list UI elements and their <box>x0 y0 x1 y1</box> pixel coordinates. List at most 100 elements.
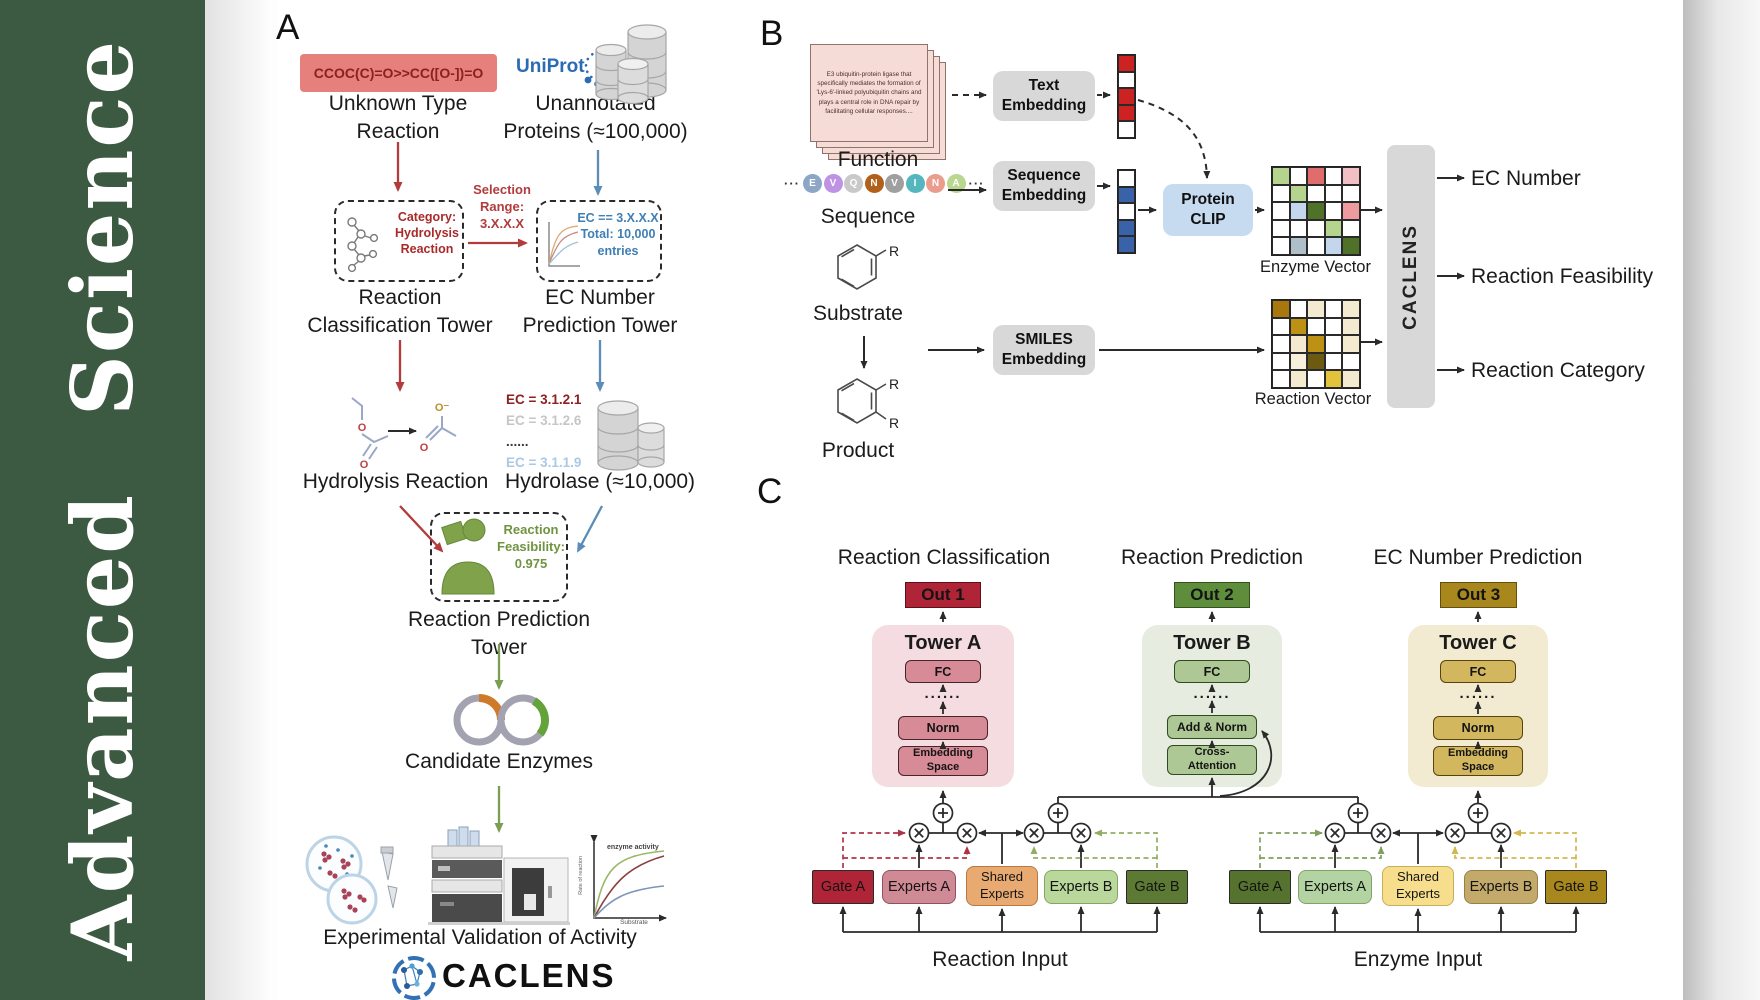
hydrolase-label: Hydrolase (≈10,000) <box>504 470 696 493</box>
multiply-node <box>1444 822 1466 844</box>
out2-box: Out 2 <box>1174 582 1250 608</box>
hydrolysis-reaction-label: Hydrolysis Reaction <box>302 470 489 493</box>
enzyme-shared-experts-box: Shared Experts <box>1382 866 1454 906</box>
hplc-instrument-icon <box>428 826 570 925</box>
ec-item-1: EC = 3.1.2.1 <box>506 392 582 407</box>
tower-a-fc: FC <box>905 660 981 683</box>
residue-circle: I <box>905 174 925 193</box>
substrate-molecule-icon <box>837 244 887 290</box>
residue-circle: N <box>864 174 884 193</box>
tower-a-norm: Norm <box>898 716 988 740</box>
tower-c-fc: FC <box>1440 660 1516 683</box>
panel-c-label: C <box>757 472 783 511</box>
function-card-text: E3 ubiquitin-protein ligase that specifi… <box>816 71 922 115</box>
panel-b-label: B <box>760 14 784 53</box>
uniprot-dotted-circle-icon <box>584 50 616 87</box>
tower-a-label: Tower A <box>904 632 982 654</box>
enzyme-gate-a-box: Gate A <box>1229 870 1291 904</box>
product-label: Product <box>821 439 895 462</box>
activity-graph-xlabel: Substrate <box>620 919 648 926</box>
smiles-reaction-box: CCOC(C)=O>>CC([O-])=O <box>300 54 497 92</box>
caclens-bar-label: CACLENS <box>1399 223 1421 330</box>
hydrolase-database-icon <box>597 400 665 471</box>
svg-text:O⁻: O⁻ <box>435 402 450 414</box>
smiles-embedding-box: SMILES Embedding <box>993 325 1095 375</box>
col-title-reaction-classification: Reaction Classification <box>837 546 1051 569</box>
selection-range-label: Selection Range: 3.X.X.X <box>473 182 531 231</box>
residue-circle: V <box>823 174 843 193</box>
product-r1-label: R <box>889 376 899 392</box>
ec-candidate-list: EC = 3.1.2.1 EC = 3.1.2.6 ...... EC = 3.… <box>506 390 581 474</box>
petri-dish-icon <box>305 835 398 925</box>
caclens-logo-icon <box>392 956 436 1000</box>
category-hydrolysis-label: Category: Hydrolysis Reaction <box>395 210 459 256</box>
activity-graph-icon <box>590 835 667 922</box>
substrate-label: Substrate <box>813 302 903 325</box>
sum-node <box>1047 802 1069 824</box>
enzyme-vector-label: Enzyme Vector <box>1260 258 1371 276</box>
ec-number-prediction-tower-label: EC Number Prediction Tower <box>522 286 678 337</box>
tower-c-norm: Norm <box>1433 716 1523 740</box>
activity-graph-ylabel: Rate of reaction <box>578 856 584 895</box>
enzyme-gate-b-box: Gate B <box>1545 870 1607 904</box>
sequence-embedding-box: Sequence Embedding <box>993 161 1095 211</box>
multiply-node <box>1023 822 1045 844</box>
gate-dashed-lines <box>842 829 1577 868</box>
reaction-classification-dashed-box <box>334 200 464 282</box>
substrate-r-label: R <box>889 243 899 259</box>
reaction-shared-experts-box: Shared Experts <box>966 866 1038 906</box>
reaction-vector-matrix <box>1271 299 1361 389</box>
multiply-node <box>1370 822 1392 844</box>
uniprot-logo-text: UniProt <box>516 56 585 77</box>
reaction-experts-a-box: Experts A <box>882 870 956 904</box>
sum-node <box>932 802 954 824</box>
tower-a-dots: ...... <box>924 685 962 702</box>
tower-c-embedding-space: Embedding Space <box>1433 746 1523 776</box>
acetate-molecule-icon: O⁻ O <box>420 402 457 454</box>
text-embedding-box: Text Embedding <box>993 71 1095 121</box>
ec-item-ellipsis: ...... <box>506 433 529 449</box>
sequence-ellipsis-right: ··· <box>968 176 985 191</box>
tower-c-dots: ...... <box>1459 685 1497 702</box>
unannotated-proteins-label: Unannotated Proteins (≈100,000) <box>503 92 688 143</box>
activity-graph-annotation: enzyme activity <box>607 844 659 851</box>
reaction-vector-label: Reaction Vector <box>1254 390 1372 408</box>
residue-circle: E <box>803 174 822 193</box>
caclens-bar: CACLENS <box>1387 145 1435 408</box>
multiply-node <box>956 822 978 844</box>
multiply-node <box>1324 822 1346 844</box>
reaction-gate-a-box: Gate A <box>812 870 874 904</box>
caclens-wordmark: CACLENS <box>442 957 616 994</box>
residue-circle: A <box>946 174 966 193</box>
sequence-label: Sequence <box>820 205 916 228</box>
tower-b-label: Tower B <box>1173 632 1251 654</box>
output-ec-number: EC Number <box>1471 167 1581 190</box>
ec-filter-dashed-box <box>536 200 662 282</box>
tower-a-embedding-space: Embedding Space <box>898 746 988 776</box>
svg-text:O: O <box>420 442 429 454</box>
out3-box: Out 3 <box>1440 582 1517 608</box>
product-molecule-icon <box>837 378 887 424</box>
enzyme-blob-label: Enzyme <box>452 576 487 586</box>
multiply-node <box>908 822 930 844</box>
panel-c-black-lines <box>839 777 1580 933</box>
enzyme-input-label: Enzyme Input <box>1353 948 1483 971</box>
reaction-gate-b-box: Gate B <box>1126 870 1188 904</box>
sum-node <box>1467 802 1489 824</box>
sequence-ellipsis-left: ··· <box>784 176 800 191</box>
candidate-enzymes-label: Candidate Enzymes <box>405 750 593 773</box>
col-title-ec-number-prediction: EC Number Prediction <box>1373 546 1583 569</box>
output-reaction-category: Reaction Category <box>1471 359 1645 382</box>
function-card: E3 ubiquitin-protein ligase that specifi… <box>810 44 928 142</box>
residue-circle: N <box>926 174 945 193</box>
out1-box: Out 1 <box>905 582 981 608</box>
reaction-feasibility-label: Reaction Feasibility: 0.975 <box>497 522 565 571</box>
multiply-node <box>1490 822 1512 844</box>
enzyme-experts-a-box: Experts A <box>1298 870 1372 904</box>
panel-a-label: A <box>276 8 300 47</box>
svg-text:O: O <box>358 422 367 434</box>
protein-clip-box: Protein CLIP <box>1163 184 1253 236</box>
reaction-prediction-tower-label: Reaction Prediction Tower <box>407 608 591 659</box>
